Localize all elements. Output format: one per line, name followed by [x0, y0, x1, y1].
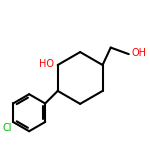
Text: OH: OH	[132, 48, 147, 58]
Text: Cl: Cl	[2, 123, 12, 134]
Text: HO: HO	[39, 58, 54, 69]
